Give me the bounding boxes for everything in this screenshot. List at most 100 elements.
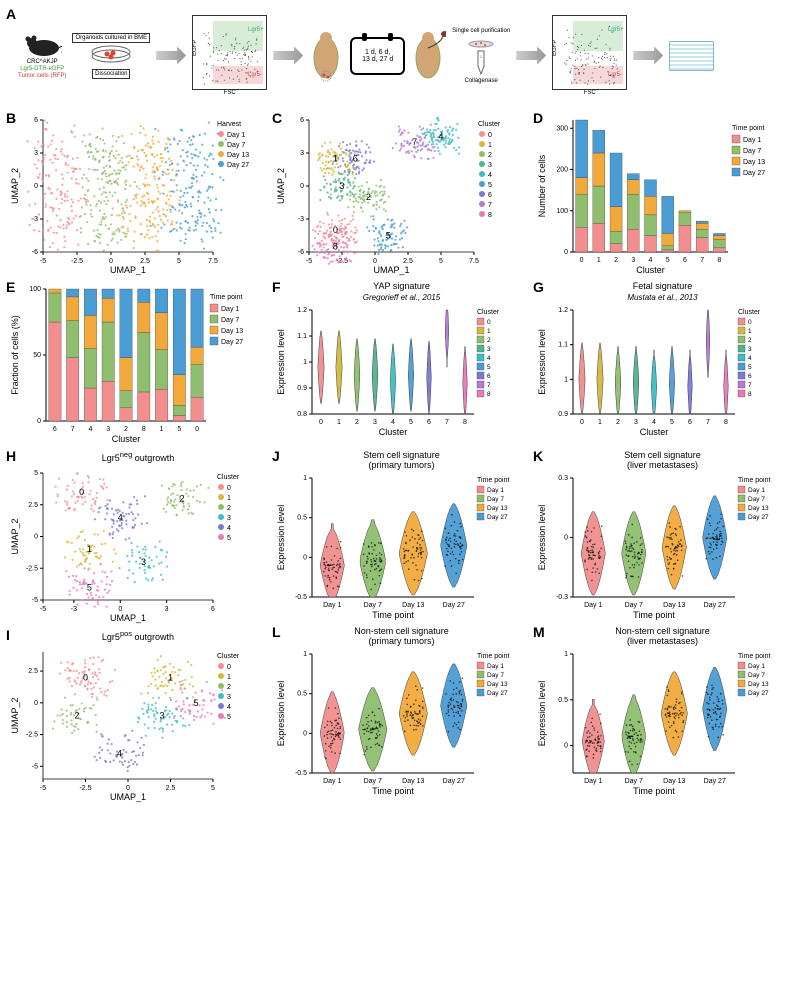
svg-text:4: 4: [117, 749, 122, 759]
svg-text:Day 27: Day 27: [227, 162, 249, 169]
panel-l: L Non-stem cell signature(primary tumors…: [274, 626, 529, 798]
svg-text:5: 5: [177, 258, 181, 265]
svg-text:4: 4: [487, 355, 491, 362]
svg-text:Expression level: Expression level: [276, 505, 286, 571]
svg-text:UMAP_1: UMAP_1: [110, 613, 146, 623]
panel-i-label: I: [6, 627, 10, 643]
svg-text:-3: -3: [71, 606, 77, 613]
svg-text:0.9: 0.9: [297, 385, 307, 392]
svg-text:0: 0: [564, 743, 568, 750]
panel-e-label: E: [6, 279, 15, 295]
svg-text:0: 0: [580, 257, 584, 264]
panel-h-title: Lgr5neg outgrowth: [8, 450, 268, 463]
svg-text:6: 6: [487, 373, 491, 380]
svg-text:Time point: Time point: [477, 653, 509, 660]
svg-text:6: 6: [211, 606, 215, 613]
svg-text:Cluster: Cluster: [478, 121, 501, 128]
svg-text:5: 5: [409, 419, 413, 426]
svg-text:3: 3: [227, 515, 231, 522]
svg-text:1: 1: [160, 426, 164, 433]
svg-text:Day 27: Day 27: [704, 602, 726, 609]
svg-text:Day 1: Day 1: [487, 487, 504, 494]
svg-text:5: 5: [193, 698, 198, 708]
svg-text:0: 0: [34, 700, 38, 707]
panel-g-subtitle: Mustata et al., 2013: [535, 293, 790, 302]
svg-text:Lgr5+: Lgr5+: [608, 27, 624, 33]
svg-text:100: 100: [29, 286, 41, 293]
svg-text:1: 1: [303, 651, 307, 658]
svg-text:Day 13: Day 13: [221, 328, 243, 335]
svg-text:-2.5: -2.5: [79, 785, 91, 792]
svg-text:0.5: 0.5: [297, 691, 307, 698]
svg-text:3: 3: [373, 419, 377, 426]
panel-h-label: H: [6, 448, 16, 464]
panel-j-label: J: [272, 448, 280, 464]
svg-text:8: 8: [142, 426, 146, 433]
svg-text:Time point: Time point: [372, 610, 414, 620]
svg-text:7: 7: [700, 257, 704, 264]
svg-text:3: 3: [227, 694, 231, 701]
svg-text:0: 0: [195, 426, 199, 433]
svg-text:Day 7: Day 7: [487, 496, 504, 503]
svg-text:Day 1: Day 1: [584, 778, 602, 785]
svg-text:2: 2: [124, 426, 128, 433]
svg-text:8: 8: [333, 242, 338, 252]
svg-text:Day 27: Day 27: [443, 602, 465, 609]
svg-text:-0.5: -0.5: [295, 770, 307, 777]
svg-text:Day 13: Day 13: [487, 681, 508, 688]
panel-k-title: Stem cell signature(liver metastases): [535, 450, 790, 470]
svg-text:4: 4: [438, 132, 443, 142]
svg-text:Time point: Time point: [738, 477, 770, 484]
svg-text:100: 100: [556, 208, 568, 215]
svg-text:7.5: 7.5: [469, 258, 479, 265]
svg-text:Day 27: Day 27: [704, 778, 726, 785]
svg-text:3: 3: [487, 346, 491, 353]
svg-text:Day 13: Day 13: [663, 778, 685, 785]
panel-j: J Stem cell signature(primary tumors) -0…: [274, 450, 529, 622]
svg-text:Day 7: Day 7: [625, 602, 643, 609]
svg-text:UMAP_1: UMAP_1: [110, 265, 146, 275]
panel-e: E 050100Fraction of cells (%)Cluster6743…: [8, 281, 268, 446]
svg-text:Time point: Time point: [477, 477, 509, 484]
panel-d-label: D: [533, 110, 543, 126]
svg-text:2: 2: [227, 684, 231, 691]
svg-text:8: 8: [463, 419, 467, 426]
svg-text:Day 7: Day 7: [748, 672, 765, 679]
svg-text:0: 0: [300, 183, 304, 190]
svg-text:4: 4: [118, 512, 123, 522]
svg-text:Time point: Time point: [372, 786, 414, 796]
svg-text:Day 1: Day 1: [323, 778, 341, 785]
svg-text:Cluster: Cluster: [640, 427, 669, 437]
svg-text:7: 7: [488, 202, 492, 209]
svg-text:1: 1: [227, 674, 231, 681]
panel-f: F YAP signature Gregorieff et al., 2015 …: [274, 281, 529, 446]
svg-text:1: 1: [748, 328, 752, 335]
svg-text:2.5: 2.5: [140, 258, 150, 265]
svg-text:0: 0: [564, 535, 568, 542]
svg-text:-2.5: -2.5: [26, 565, 38, 572]
svg-text:3: 3: [141, 557, 146, 567]
svg-text:-5: -5: [40, 258, 46, 265]
svg-text:Day 1: Day 1: [584, 602, 602, 609]
svg-text:Lgr5+: Lgr5+: [248, 27, 264, 33]
svg-text:0: 0: [319, 419, 323, 426]
panel-f-subtitle: Gregorieff et al., 2015: [274, 293, 529, 302]
svg-text:Day 27: Day 27: [748, 514, 769, 521]
panel-m-title: Non-stem cell signature(liver metastases…: [535, 626, 790, 646]
svg-text:5: 5: [488, 182, 492, 189]
svg-text:6: 6: [688, 419, 692, 426]
svg-text:Time point: Time point: [738, 653, 770, 660]
svg-text:Expression level: Expression level: [276, 681, 286, 747]
svg-text:Day 1: Day 1: [748, 663, 765, 670]
svg-text:200: 200: [556, 167, 568, 174]
svg-text:6: 6: [300, 117, 304, 124]
svg-text:Day 13: Day 13: [663, 602, 685, 609]
svg-text:-5: -5: [32, 597, 38, 604]
svg-text:0: 0: [37, 418, 41, 425]
svg-text:1: 1: [303, 475, 307, 482]
svg-text:Day 7: Day 7: [227, 142, 245, 149]
panel-k: K Stem cell signature(liver metastases) …: [535, 450, 790, 622]
svg-text:2: 2: [487, 337, 491, 344]
svg-text:300: 300: [556, 125, 568, 132]
svg-text:0: 0: [109, 258, 113, 265]
